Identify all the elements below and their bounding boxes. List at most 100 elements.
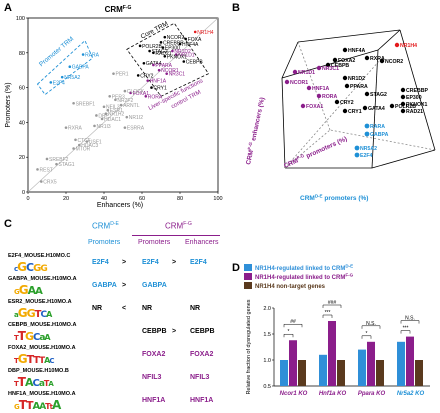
- panel-b-point: [342, 108, 348, 114]
- motif-logo-letter: G: [40, 264, 47, 274]
- motif-logo: TTGCaA: [14, 329, 51, 343]
- panel-b-y-axis-label: CRMF-G promoters (%): [282, 134, 348, 170]
- motif-logo-letter: A: [24, 376, 33, 389]
- panel-b-point-label: STAG2: [370, 92, 387, 98]
- panel-a-point-label: CRX5: [43, 180, 57, 186]
- bar: [367, 341, 375, 386]
- panel-a-point-label: NCOR2: [167, 35, 185, 41]
- panel-b-point-label: NR1D1: [298, 70, 315, 76]
- panel-b-point: [292, 69, 298, 75]
- panel-b-point-label: RARA: [370, 124, 385, 130]
- sig-bracket: [361, 325, 381, 329]
- panel-b-point-label: HNF1A: [312, 86, 330, 92]
- panel-a-point-label: RAD21: [155, 51, 171, 57]
- y-axis-title: Relative fraction of dysregulated genes: [246, 299, 252, 394]
- motif-logo: aGGTCA: [14, 306, 52, 320]
- motif-name: E2F4_MOUSE.H10MO.C: [8, 253, 71, 259]
- motif-logo-letter: G: [17, 260, 27, 274]
- promoter-trm-box: [36, 39, 94, 96]
- panel-a-point: [184, 37, 187, 41]
- panel-a-diagonal: [27, 17, 219, 193]
- sig-bracket: [361, 335, 372, 339]
- motif-name: CEBPB_MOUSE.H10MO.A: [8, 322, 77, 328]
- panel-b-point-label: NR1D2: [348, 76, 365, 82]
- panel-letter-a: A: [4, 2, 12, 14]
- motif-logo-letter: C: [26, 261, 34, 274]
- panel-a-point-label: POLR2B: [142, 44, 162, 50]
- panel-b-point: [306, 85, 312, 91]
- panel-b-point-label: PKNOX1: [406, 102, 427, 108]
- panel-b-point: [354, 145, 360, 151]
- panel-a-point-label: CREBBP: [163, 40, 184, 46]
- panel-a-point: [150, 86, 153, 89]
- panel-a-point: [163, 35, 167, 39]
- cube-edge: [297, 29, 401, 43]
- panel-a-ytick-label: 60: [19, 86, 25, 92]
- panel-a-point-label: DBP: [98, 113, 109, 119]
- panel-a-point: [108, 95, 111, 98]
- panel-b-point-label: EP300: [406, 95, 422, 101]
- cell-operator: >: [122, 259, 127, 266]
- panel-a-point-label: CEBPB: [186, 60, 204, 66]
- sig-label: ###: [328, 300, 337, 306]
- sig-label: ##: [290, 319, 296, 325]
- panel-a-frame: [27, 17, 219, 193]
- panel-a-ytick-label: 100: [16, 16, 25, 22]
- panel-a-ytick-label: 40: [19, 120, 25, 126]
- motif-name: ESR2_MOUSE.H10MO.A: [8, 299, 72, 305]
- panel-b-point-label: NCOR1: [290, 80, 308, 86]
- panel-b-point: [316, 65, 322, 71]
- panel-a-point-label: NFIL3: [106, 105, 120, 111]
- panel-a-point-label: HDAC1: [104, 117, 121, 123]
- panel-b-x-axis-label: CRMD-E promoters (%): [300, 194, 368, 203]
- cell-enhancers-fg: HNF1A: [190, 397, 214, 404]
- panel-b-point: [342, 75, 348, 81]
- panel-a-point-label: USF1: [89, 140, 102, 146]
- motif-logo: TTACaTA: [14, 375, 54, 389]
- panel-letter-c: C: [4, 218, 12, 230]
- panel-a-point-label: ESR1: [110, 108, 123, 114]
- motif-logo-letter: T: [17, 375, 26, 389]
- motif-logo-letter: t: [49, 403, 54, 411]
- legend-label: NR1H4 non-target genes: [255, 284, 326, 290]
- panel-a-ytick-label: 0: [22, 190, 25, 196]
- cell-promoters-de: NR: [92, 305, 103, 312]
- panel-c-motif-table: CRMD-E CRMF-G Promoters Promoters Enhancers E…: [0, 215, 225, 413]
- panel-a-point: [146, 79, 149, 82]
- panel-a-point-label: CTCF: [78, 138, 91, 144]
- sig-bracket: [322, 304, 342, 308]
- panel-b-point: [400, 94, 406, 100]
- cell-promoters-fg: HNF1A: [142, 397, 166, 404]
- panel-b-point-label: NR3C1: [322, 66, 339, 72]
- motif-logo-letter: A: [32, 401, 40, 412]
- crm-fg-divider: [132, 235, 220, 236]
- motif-logo-letter: a: [38, 379, 45, 389]
- panel-a-point-label: E2F4: [53, 80, 65, 86]
- motif-logo-letter: a: [39, 333, 45, 343]
- cube-edge: [371, 49, 379, 169]
- cell-promoters-fg: GABPA: [142, 282, 167, 289]
- motif-logo-letter: G: [26, 307, 36, 320]
- cube-edge: [399, 29, 436, 151]
- y-tick-label: 1.0: [263, 358, 271, 364]
- motif-logo-letter: C: [33, 332, 40, 343]
- panel-b-point-label: FOXA2: [338, 58, 355, 64]
- panel-a-point-label: EP300: [165, 46, 180, 52]
- sig-label: ***: [325, 310, 331, 316]
- panel-a-point: [152, 63, 155, 67]
- panel-b-3d-scatter: CRMD-E promoters (%) CRMF-G promoters (%)…: [245, 29, 436, 203]
- motif-logo-letter: G: [17, 306, 28, 320]
- bar: [319, 354, 327, 386]
- panel-a-point: [93, 124, 96, 128]
- panel-b-point: [364, 55, 370, 61]
- panel-b-point: [334, 99, 340, 105]
- motif-logo: GGAA: [14, 283, 43, 297]
- panel-a-point-label: ARNTL: [123, 103, 140, 109]
- motif-logo-letter: A: [52, 398, 61, 412]
- sig-bracket: [322, 314, 333, 318]
- motif-logo: cGCGG: [14, 260, 48, 274]
- motif-logo-letter: T: [43, 379, 50, 388]
- panel-a-point: [165, 72, 168, 75]
- panel-a-point: [72, 101, 75, 105]
- panel-a-point-label: GABPA: [72, 65, 90, 71]
